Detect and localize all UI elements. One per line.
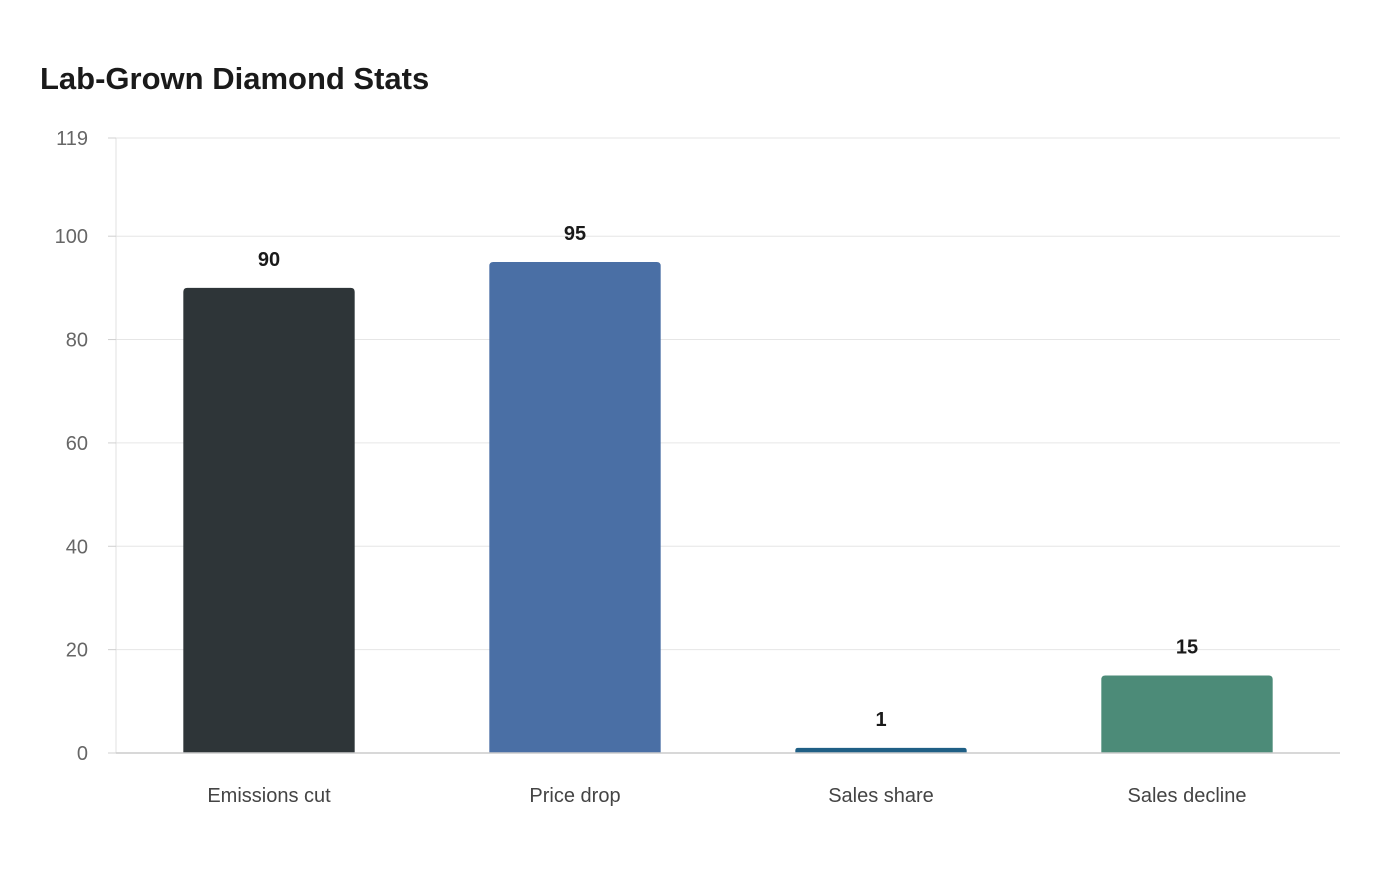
- x-category-label: Emissions cut: [207, 785, 331, 807]
- bars: [183, 262, 1273, 753]
- x-axis-labels: Emissions cut Price drop Sales share Sales …: [207, 785, 1246, 807]
- y-tick-label: 119: [56, 128, 88, 150]
- y-tick-label: 60: [66, 433, 88, 455]
- data-label: 1: [875, 709, 886, 731]
- y-tick-label: 100: [55, 226, 88, 248]
- data-label: 90: [258, 249, 280, 271]
- chart-title: Lab-Grown Diamond Stats: [40, 61, 430, 96]
- y-tick-label: 80: [66, 330, 88, 352]
- y-tick-label: 40: [66, 536, 88, 558]
- x-category-label: Sales share: [828, 785, 934, 807]
- data-label: 95: [564, 223, 586, 245]
- bar-sales-decline: [1101, 675, 1273, 753]
- bar-emissions-cut: [183, 287, 355, 753]
- bar-price-drop: [489, 262, 661, 753]
- data-label: 15: [1176, 636, 1198, 658]
- x-category-label: Sales decline: [1128, 785, 1247, 807]
- bar-sales-share: [795, 747, 967, 753]
- data-labels: 90 95 1 15: [258, 223, 1198, 731]
- y-tick-label: 0: [77, 743, 88, 765]
- y-tick-label: 20: [66, 640, 88, 662]
- y-axis-ticks: 0 20 40 60 80 100 119: [55, 128, 116, 765]
- x-category-label: Price drop: [529, 785, 620, 807]
